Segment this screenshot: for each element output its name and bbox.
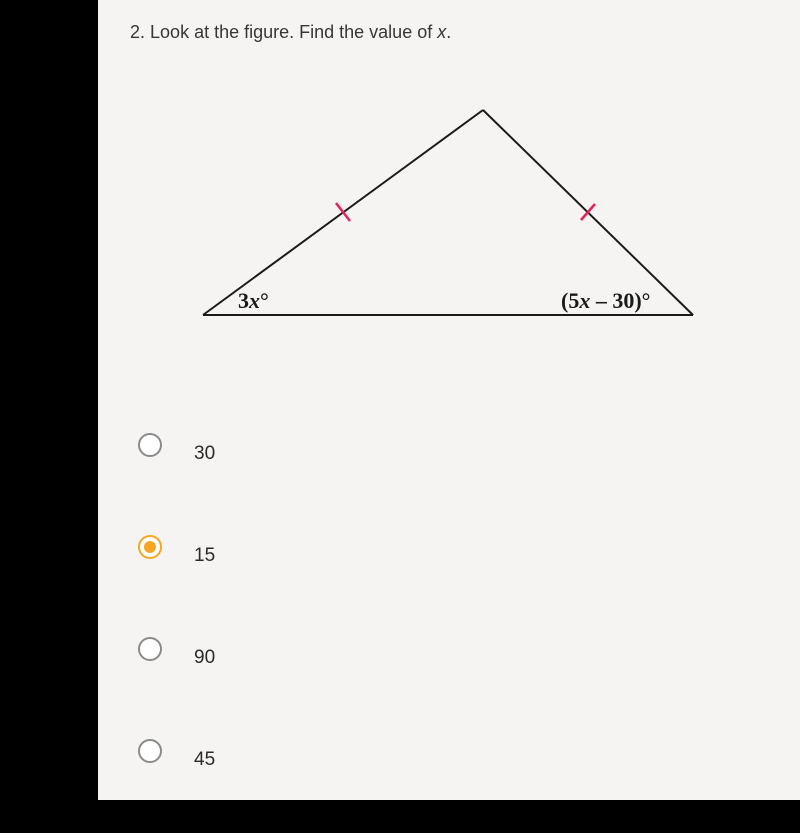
option-d-label: 45 (194, 749, 215, 771)
page-content: 2. Look at the figure. Find the value of… (98, 0, 800, 800)
left-angle-label: 3x° (238, 288, 269, 314)
triangle-figure: 3x° (5x – 30)° (188, 100, 708, 340)
option-b-label: 15 (194, 545, 215, 567)
radio-b[interactable] (138, 535, 162, 559)
right-angle-label: (5x – 30)° (561, 288, 650, 314)
option-a-label: 30 (194, 443, 215, 465)
option-a[interactable]: 30 (138, 425, 215, 465)
question-period: . (446, 22, 451, 42)
option-c[interactable]: 90 (138, 629, 215, 669)
option-c-label: 90 (194, 647, 215, 669)
question-variable: x (437, 22, 446, 42)
tick-left (336, 203, 350, 221)
option-d[interactable]: 45 (138, 731, 215, 771)
answer-options: 30 15 90 45 (138, 425, 215, 833)
question-text: Look at the figure. Find the value of (150, 22, 437, 42)
radio-a[interactable] (138, 433, 162, 457)
question-prompt: 2. Look at the figure. Find the value of… (130, 22, 451, 43)
option-b[interactable]: 15 (138, 527, 215, 567)
radio-d[interactable] (138, 739, 162, 763)
radio-c[interactable] (138, 637, 162, 661)
question-number: 2. (130, 22, 145, 42)
